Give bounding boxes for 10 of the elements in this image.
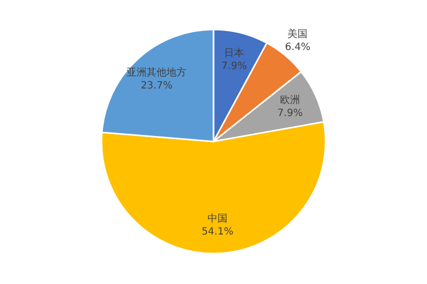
slice-label: 美国 — [288, 28, 308, 40]
slice-label: 中国 — [207, 212, 228, 224]
data-label: 23.7% — [140, 80, 172, 92]
slice-label: 亚洲其他地方 — [126, 66, 187, 79]
data-label: 7.9% — [221, 61, 247, 72]
data-label: 6.4% — [284, 42, 310, 54]
data-label: 54.1% — [202, 226, 234, 238]
slice-label: 日本 — [224, 47, 244, 60]
data-label: 7.9% — [277, 108, 303, 119]
slice-label: 欧洲 — [280, 94, 300, 106]
